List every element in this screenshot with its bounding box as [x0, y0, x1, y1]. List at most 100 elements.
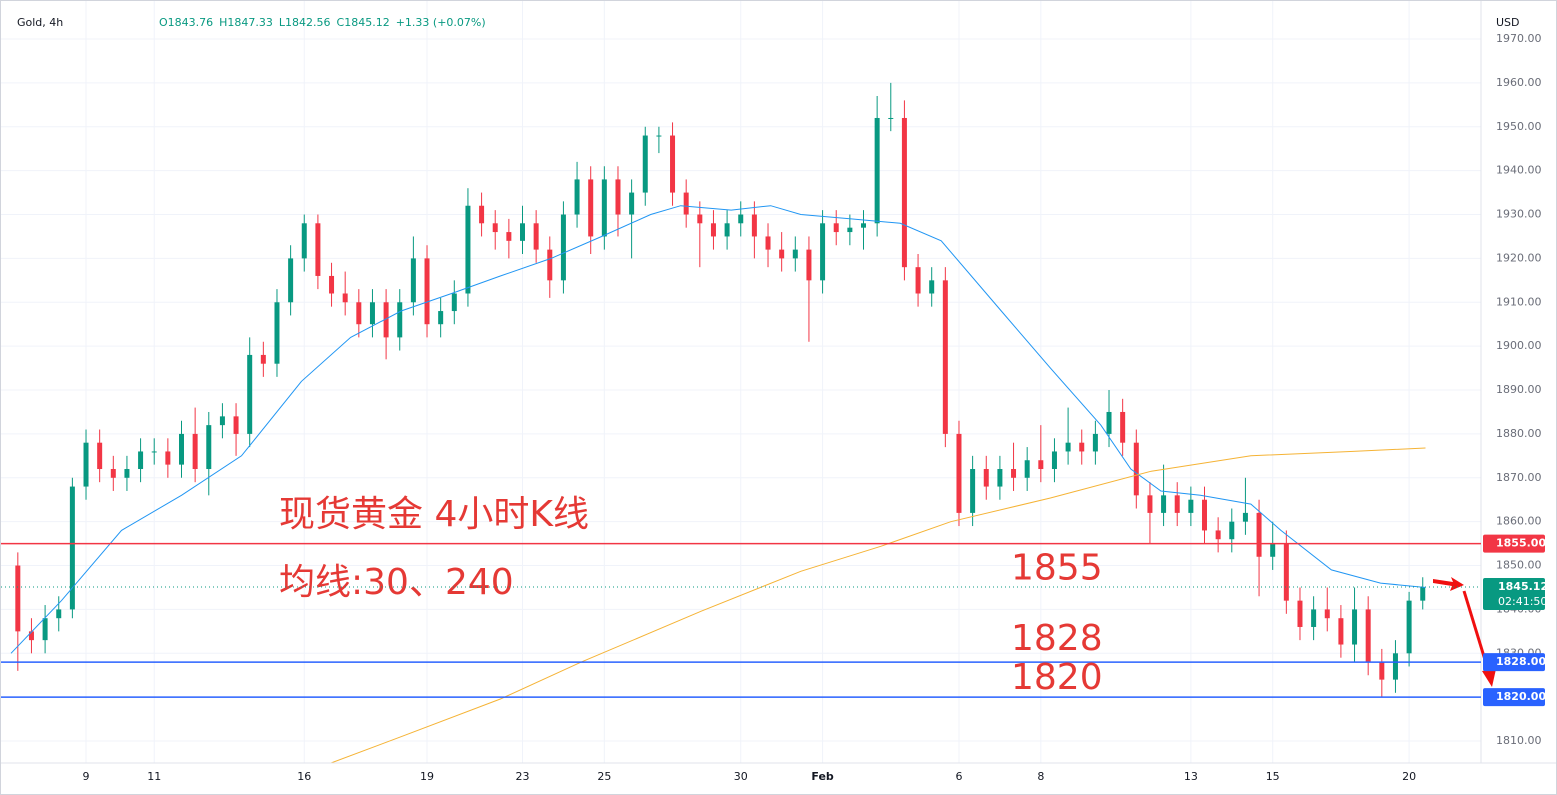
candle-body [492, 223, 498, 233]
candle-body [465, 205, 471, 294]
candle-body [970, 469, 976, 513]
candle-body [110, 469, 116, 478]
candle-body [138, 451, 144, 470]
x-tick-label: 11 [147, 770, 161, 783]
candle-body [1215, 530, 1221, 540]
y-tick-label: 1810.00 [1496, 734, 1542, 747]
candle-body [1392, 653, 1398, 680]
candle-body [1242, 512, 1248, 522]
candle-body [574, 179, 580, 215]
candle-body [1338, 618, 1344, 645]
candle-body [124, 469, 130, 478]
candle-body [806, 249, 812, 281]
candle-body [792, 249, 798, 259]
x-tick-label: 23 [516, 770, 530, 783]
candle-body [192, 433, 198, 470]
candle-body [1324, 609, 1330, 619]
candle-body [69, 486, 75, 610]
symbol: Gold, 4h [17, 16, 63, 29]
y-tick-label: 1880.00 [1496, 427, 1542, 440]
candle-body [1229, 521, 1235, 540]
candle-body [915, 267, 921, 294]
candle-body [1256, 512, 1262, 557]
x-tick-label: 30 [734, 770, 748, 783]
candle-body [1120, 411, 1126, 443]
candle-body [219, 416, 225, 426]
candle-body [1365, 609, 1371, 663]
candle-body [1011, 469, 1017, 478]
level-box [1483, 688, 1545, 707]
candle-body [424, 258, 430, 325]
arrow [1433, 577, 1464, 591]
candle-body [451, 293, 457, 312]
x-tick-label: Feb [811, 770, 834, 783]
candle-body [874, 117, 880, 224]
x-tick-label: 13 [1184, 770, 1198, 783]
candle-body [42, 618, 48, 641]
candle-body [369, 302, 375, 325]
y-tick-label: 1930.00 [1496, 208, 1542, 221]
grid [1, 1, 1481, 763]
candle-body [997, 469, 1003, 487]
candle-body [642, 135, 648, 193]
candle-body [356, 302, 362, 325]
candle-body [656, 135, 662, 137]
candle-body [820, 223, 826, 281]
y-tick-label: 1950.00 [1496, 120, 1542, 133]
level-box [1483, 534, 1545, 553]
candle-body [151, 451, 157, 453]
annotation: 均线:30、240 [279, 562, 514, 603]
y-tick-label: 1920.00 [1496, 251, 1542, 264]
candle-body [506, 232, 512, 241]
countdown: 02:41:50 [1498, 595, 1547, 608]
ohlc-value: H1847.33 [219, 16, 273, 29]
candle-body [301, 223, 307, 259]
candle-body [1297, 600, 1303, 627]
y-tick-label: 1870.00 [1496, 471, 1542, 484]
candle-body [901, 117, 907, 268]
candle-body [983, 469, 989, 487]
candle-body [28, 631, 34, 641]
candle-body [601, 179, 607, 237]
candle-body [1406, 600, 1412, 654]
candle-body [1379, 662, 1385, 680]
candle-body [751, 214, 757, 237]
candle-body [697, 214, 703, 224]
x-tick-label: 8 [1037, 770, 1044, 783]
candle-body [1133, 442, 1139, 496]
candle-body [710, 223, 716, 237]
candle-body [956, 433, 962, 513]
candle-body [97, 442, 103, 470]
candle-body [1092, 433, 1098, 452]
candle-body [1270, 543, 1276, 557]
candle-body [15, 565, 21, 632]
candle-body [1106, 411, 1112, 434]
candle-body [56, 609, 62, 619]
candle-body [833, 223, 839, 233]
candle-body [738, 214, 744, 224]
candle-body [397, 302, 403, 338]
candle-body [83, 442, 89, 487]
y-tick-label: 1850.00 [1496, 559, 1542, 572]
ohlc-value: O1843.76 [159, 16, 213, 29]
candle-body [683, 192, 689, 215]
candle-body [929, 280, 935, 294]
candle-body [1079, 442, 1085, 452]
candle-body [1188, 499, 1194, 513]
candle-body [670, 135, 676, 193]
last-price-box [1483, 577, 1545, 610]
candle-body [1352, 609, 1358, 645]
candle-body [861, 223, 866, 228]
candle-body [1161, 495, 1167, 513]
candle-body [1038, 460, 1044, 470]
candle-body [342, 293, 348, 303]
candle-body [942, 280, 948, 434]
candle-body [615, 179, 621, 215]
candle-body [247, 354, 253, 434]
candle-body [479, 205, 485, 224]
ohlc-value: C1845.12 [337, 16, 390, 29]
last-price-label: 1845.12 [1498, 580, 1548, 593]
candle-body [260, 354, 266, 364]
candle-body [288, 258, 294, 303]
